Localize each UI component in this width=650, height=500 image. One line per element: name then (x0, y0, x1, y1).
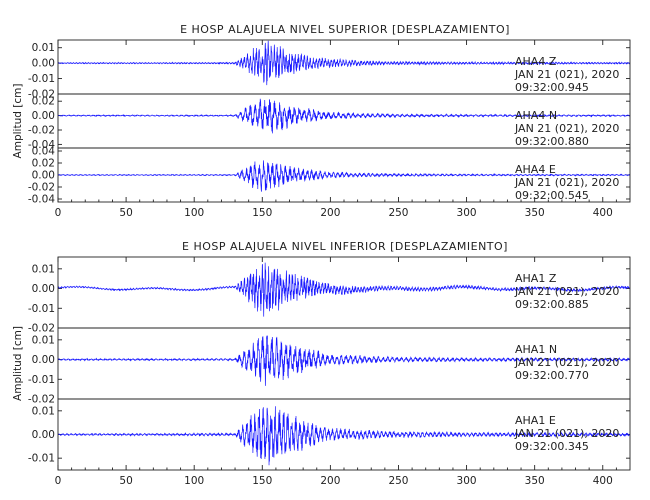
station-label: AHA4 N (515, 109, 557, 122)
y-tick-label: -0.02 (28, 89, 55, 101)
y-tick-label: 0.01 (32, 405, 55, 417)
y-tick-label: -0.02 (28, 323, 55, 335)
y-tick-label: -0.02 (28, 125, 55, 137)
y-tick-label: 0.02 (32, 158, 55, 170)
station-label: AHA4 Z (515, 55, 557, 68)
station-label: AHA1 Z (515, 272, 557, 285)
x-tick-label: 150 (252, 475, 272, 487)
y-tick-label: 0.00 (32, 429, 55, 441)
station-label: AHA4 E (515, 163, 556, 176)
x-tick-label: 350 (525, 475, 545, 487)
x-tick-label: 250 (388, 207, 408, 219)
time-label: 09:32:00.945 (515, 81, 589, 94)
y-tick-label: -0.02 (28, 394, 55, 406)
date-label: JAN 21 (021), 2020 (514, 285, 619, 298)
y-tick-label: 0.01 (32, 334, 55, 346)
y-axis-label: Amplitud [cm] (12, 84, 24, 159)
x-tick-label: 300 (457, 475, 477, 487)
date-label: JAN 21 (021), 2020 (514, 176, 619, 189)
time-label: 09:32:00.345 (515, 440, 589, 453)
trace-line (58, 40, 630, 86)
x-tick-label: 300 (457, 207, 477, 219)
date-label: JAN 21 (021), 2020 (514, 68, 619, 81)
trace-line (58, 160, 630, 192)
date-label: JAN 21 (021), 2020 (514, 427, 619, 440)
x-tick-label: 200 (320, 207, 340, 219)
y-axis-label: Amplitud [cm] (12, 326, 24, 401)
station-label: AHA1 E (515, 414, 556, 427)
time-label: 09:32:00.880 (515, 135, 589, 148)
y-tick-label: -0.01 (28, 73, 55, 85)
date-label: JAN 21 (021), 2020 (514, 122, 619, 135)
x-tick-label: 250 (388, 475, 408, 487)
figure-title-top: E HOSP ALAJUELA NIVEL SUPERIOR [DESPLAZA… (180, 23, 510, 36)
y-tick-label: 0.01 (32, 42, 55, 54)
x-tick-label: 100 (184, 207, 204, 219)
x-tick-label: 0 (55, 207, 62, 219)
y-tick-label: 0.01 (32, 263, 55, 275)
time-label: 09:32:00.885 (515, 298, 589, 311)
time-label: 09:32:00.770 (515, 369, 589, 382)
y-tick-label: 0.00 (32, 354, 55, 366)
trace-line (58, 262, 630, 317)
x-tick-label: 50 (119, 207, 132, 219)
station-label: AHA1 N (515, 343, 557, 356)
y-tick-label: -0.04 (28, 139, 55, 151)
trace-line (58, 98, 630, 134)
x-tick-label: 400 (593, 475, 613, 487)
date-label: JAN 21 (021), 2020 (514, 356, 619, 369)
trace-line (58, 406, 630, 466)
figure-title-bottom: E HOSP ALAJUELA NIVEL INFERIOR [DESPLAZA… (182, 240, 508, 253)
y-tick-label: -0.01 (28, 453, 55, 465)
y-tick-label: -0.04 (28, 194, 55, 206)
x-tick-label: 50 (119, 475, 132, 487)
y-tick-label: 0.00 (32, 170, 55, 182)
y-tick-label: -0.02 (28, 182, 55, 194)
y-tick-label: -0.01 (28, 303, 55, 315)
x-tick-label: 100 (184, 475, 204, 487)
y-tick-label: 0.00 (32, 110, 55, 122)
trace-line (58, 335, 630, 386)
y-tick-label: -0.01 (28, 374, 55, 386)
y-tick-label: 0.04 (32, 146, 56, 158)
time-label: 09:32:00.545 (515, 189, 589, 202)
x-tick-label: 150 (252, 207, 272, 219)
x-tick-label: 0 (55, 475, 62, 487)
y-tick-label: 0.02 (32, 96, 55, 108)
x-tick-label: 400 (593, 207, 613, 219)
y-tick-label: 0.00 (32, 283, 55, 295)
x-tick-label: 200 (320, 475, 340, 487)
y-tick-label: 0.00 (32, 58, 55, 70)
x-tick-label: 350 (525, 207, 545, 219)
